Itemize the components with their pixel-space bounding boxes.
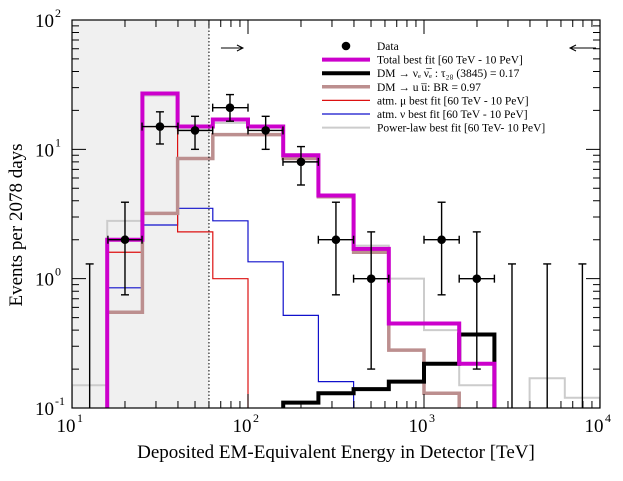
x-tick-label-3: 10 bbox=[585, 416, 604, 437]
data-point-0 bbox=[107, 201, 143, 296]
data-point-2 bbox=[177, 115, 214, 151]
y-tick-exponent-3: 2 bbox=[55, 6, 61, 20]
hist-extra-bins-1 bbox=[528, 377, 600, 408]
legend-label: Total best fit [60 TeV - 10 PeV] bbox=[377, 55, 523, 67]
y-tick-label-0: 10 bbox=[35, 399, 54, 420]
data-point-marker bbox=[120, 235, 130, 245]
legend-entry-6: Power-law best fit [60 TeV- 10 PeV] bbox=[322, 123, 545, 135]
x-tick-exponent-0: 1 bbox=[77, 411, 83, 425]
data-point-marker bbox=[190, 126, 200, 135]
upper-limit-0 bbox=[85, 263, 94, 408]
legend-entry-4: atm. μ best fit [60 TeV - 10 PeV] bbox=[322, 95, 529, 107]
legend-label: atm. μ best fit [60 TeV - 10 PeV] bbox=[377, 95, 529, 107]
legend-label: DM → u u̅: BR = 0.97 bbox=[377, 82, 481, 94]
arrow-right bbox=[220, 44, 245, 52]
arrow-left bbox=[568, 44, 596, 52]
data-point-marker bbox=[296, 157, 306, 167]
y-tick-exponent-0: -1 bbox=[55, 394, 65, 408]
x-axis-title: Deposited EM-Equivalent Energy in Detect… bbox=[137, 442, 535, 463]
y-tick-label-1: 10 bbox=[35, 270, 54, 291]
axes-frame bbox=[71, 19, 601, 409]
legend-label: atm. ν best fit [60 TeV - 10 PeV] bbox=[377, 109, 528, 121]
data-point-7 bbox=[352, 231, 390, 370]
legend-label: Data bbox=[377, 41, 399, 53]
threshold-arrows bbox=[220, 44, 596, 52]
y-tick-exponent-1: 0 bbox=[55, 265, 61, 279]
legend-entry-3: DM → u u̅: BR = 0.97 bbox=[322, 82, 481, 94]
legend-label: Power-law best fit [60 TeV- 10 PeV] bbox=[377, 123, 545, 135]
legend-entry-0: Data bbox=[341, 41, 399, 53]
data-point-1 bbox=[141, 111, 179, 145]
axis-ticks bbox=[71, 20, 600, 409]
x-tick-label-2: 10 bbox=[409, 416, 428, 437]
data-point-4 bbox=[247, 115, 284, 151]
data-point-marker bbox=[225, 103, 235, 112]
data-point-marker bbox=[331, 235, 341, 245]
data-point-6 bbox=[317, 201, 355, 296]
upper-limit-2 bbox=[543, 263, 552, 408]
legend-entry-2: DM → νₑ ν̅ₑ : τ₂₈ (3845) = 0.17 bbox=[322, 67, 520, 80]
legend-entry-5: atm. ν best fit [60 TeV - 10 PeV] bbox=[322, 109, 528, 121]
y-tick-label-3: 10 bbox=[35, 11, 54, 32]
legend-marker bbox=[341, 41, 351, 51]
data-point-marker bbox=[472, 274, 482, 283]
tick-labels: 10 1 10 2 10 3 10 410 -110 010 110 2 bbox=[35, 6, 611, 437]
data-point-marker bbox=[366, 274, 376, 283]
x-tick-exponent-3: 4 bbox=[605, 411, 611, 425]
x-tick-label-0: 10 bbox=[57, 416, 76, 437]
data-point-marker bbox=[261, 126, 270, 135]
upper-limit-1 bbox=[507, 263, 516, 408]
legend-entry-1: Total best fit [60 TeV - 10 PeV] bbox=[322, 55, 523, 67]
x-tick-exponent-1: 2 bbox=[253, 411, 259, 425]
y-tick-label-2: 10 bbox=[35, 140, 54, 161]
upper-limit-3 bbox=[578, 263, 587, 408]
data-point-3 bbox=[211, 93, 249, 122]
legend-label: DM → νₑ ν̅ₑ : τ₂₈ (3845) = 0.17 bbox=[377, 67, 520, 80]
x-tick-label-1: 10 bbox=[233, 416, 252, 437]
data-point-marker bbox=[155, 122, 165, 131]
y-tick-exponent-2: 1 bbox=[55, 135, 61, 149]
data-point-9 bbox=[458, 231, 496, 370]
data-points-layer bbox=[85, 93, 587, 408]
data-point-marker bbox=[437, 235, 446, 245]
plot-frame bbox=[71, 19, 601, 409]
y-axis-title: Events per 2078 days bbox=[6, 143, 27, 306]
data-point-5 bbox=[282, 145, 320, 186]
hist-series-0 bbox=[105, 91, 497, 408]
data-point-8 bbox=[423, 201, 460, 296]
x-tick-exponent-2: 3 bbox=[429, 411, 435, 425]
